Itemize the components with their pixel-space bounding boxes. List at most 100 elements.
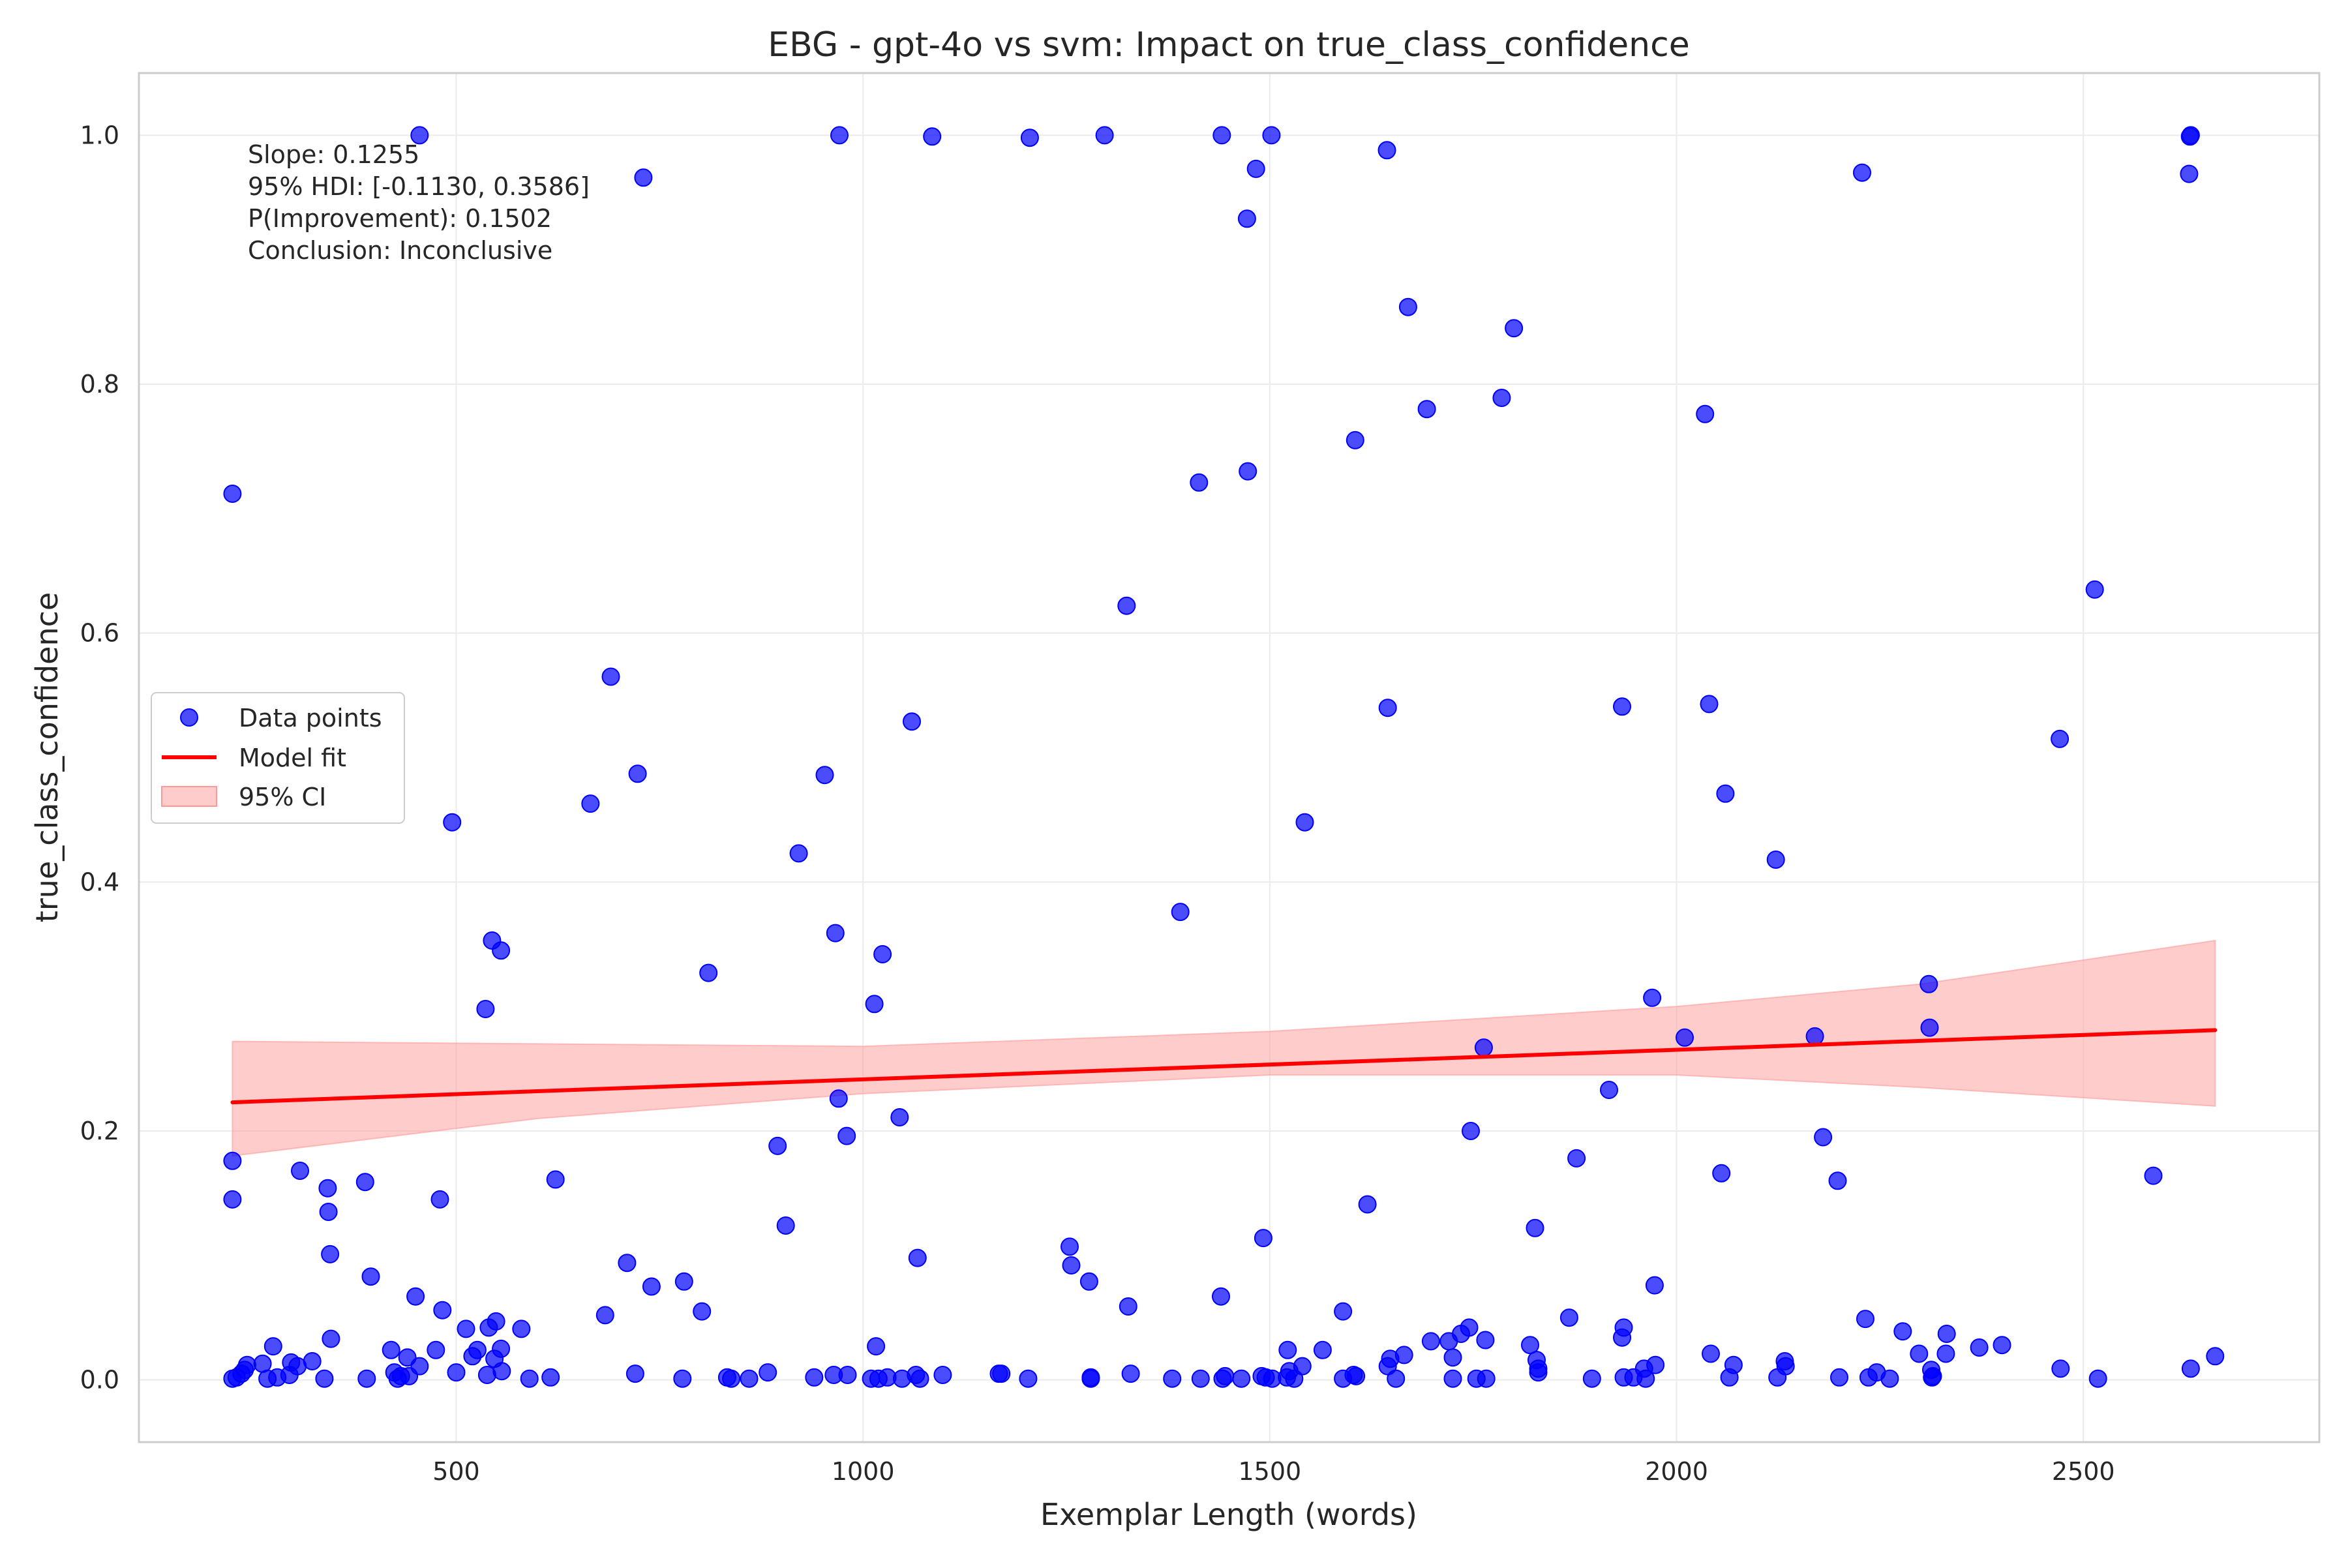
data-point — [492, 941, 511, 960]
data-point — [1295, 813, 1314, 832]
data-point — [1095, 126, 1114, 145]
data-point — [223, 1190, 242, 1209]
data-point — [865, 995, 884, 1014]
data-point — [1567, 1149, 1586, 1168]
data-point — [1600, 1081, 1618, 1099]
data-point — [1398, 297, 1417, 316]
data-point — [355, 1173, 374, 1192]
data-point — [1417, 400, 1436, 419]
data-point — [1830, 1368, 1848, 1387]
data-point — [303, 1352, 322, 1370]
data-point — [642, 1277, 661, 1296]
data-point — [1237, 209, 1256, 228]
data-point — [1646, 1355, 1665, 1374]
chart-title: EBG - gpt-4o vs svm: Impact on true_clas… — [768, 25, 1689, 65]
data-point — [1766, 851, 1785, 869]
data-point — [520, 1369, 539, 1388]
data-point — [2180, 164, 2199, 183]
data-point — [923, 127, 942, 146]
data-point — [826, 924, 845, 942]
data-point — [398, 1348, 417, 1367]
data-point — [1828, 1171, 1847, 1190]
data-point — [1254, 1229, 1272, 1248]
data-point — [1212, 126, 1231, 145]
data-point — [2206, 1347, 2225, 1366]
data-point — [618, 1254, 637, 1273]
data-point — [1614, 1318, 1633, 1337]
data-point — [805, 1368, 824, 1387]
annotation-hdi: 95% HDI: [-0.1130, 0.3586] — [248, 172, 590, 201]
data-point — [492, 1339, 511, 1358]
data-point — [1559, 1308, 1578, 1327]
annotation-probability: P(Improvement): 0.1502 — [248, 204, 552, 233]
data-point — [487, 1312, 505, 1331]
data-point — [1805, 1027, 1824, 1046]
data-point — [1492, 389, 1511, 407]
data-point — [1880, 1369, 1899, 1388]
ci-band — [232, 939, 2216, 1157]
data-point — [595, 1306, 614, 1325]
data-point — [1191, 1369, 1210, 1388]
data-point — [1477, 1369, 1496, 1388]
data-point — [223, 485, 242, 503]
data-point — [2181, 1359, 2200, 1378]
data-point — [1377, 141, 1396, 160]
data-point — [1190, 473, 1209, 492]
data-point — [2085, 580, 2104, 599]
y-axis-label: true_class_confidence — [29, 592, 65, 922]
data-point — [1081, 1369, 1100, 1388]
data-point — [628, 764, 647, 783]
x-tick-label: 2500 — [2052, 1457, 2115, 1486]
data-point — [430, 1190, 449, 1209]
x-tick-label: 2000 — [1645, 1457, 1708, 1486]
data-point — [830, 126, 849, 145]
data-point — [237, 1355, 256, 1374]
data-point — [361, 1267, 380, 1286]
annotation-conclusion: Conclusion: Inconclusive — [248, 236, 552, 265]
data-point — [406, 1287, 425, 1306]
data-point — [541, 1368, 560, 1387]
data-point — [1378, 699, 1397, 717]
data-point — [1937, 1325, 1956, 1343]
data-point — [911, 1369, 929, 1388]
y-tick-label: 0.6 — [80, 619, 119, 648]
data-point — [321, 1244, 340, 1263]
data-point — [2144, 1166, 2163, 1185]
legend-points-label: Data points — [239, 704, 382, 732]
data-point — [291, 1162, 309, 1180]
data-point — [768, 1136, 787, 1155]
data-point — [2181, 126, 2200, 145]
data-point — [2051, 1359, 2070, 1378]
data-point — [322, 1329, 340, 1348]
data-point — [357, 1369, 376, 1388]
data-point — [315, 1369, 334, 1388]
data-point — [933, 1366, 952, 1384]
data-point — [382, 1340, 400, 1359]
x-axis-label: Exemplar Length (words) — [1040, 1497, 1417, 1532]
data-point — [1212, 1287, 1230, 1306]
x-tick-label: 500 — [432, 1457, 480, 1486]
data-point — [1920, 1018, 1939, 1037]
data-points — [223, 126, 2225, 1388]
data-point — [1613, 697, 1631, 716]
data-point — [1394, 1346, 1413, 1364]
data-point — [1526, 1218, 1544, 1237]
data-point — [1936, 1344, 1955, 1363]
data-point — [1716, 784, 1735, 803]
x-tick-label: 1500 — [1239, 1457, 1302, 1486]
data-point — [1019, 1369, 1038, 1388]
data-point — [601, 667, 620, 686]
data-point — [1993, 1336, 2011, 1355]
data-point — [992, 1364, 1011, 1383]
annotation-slope: Slope: 0.1255 — [248, 140, 419, 169]
data-point — [1121, 1364, 1140, 1383]
data-point — [476, 1000, 495, 1018]
data-point — [776, 1216, 795, 1235]
data-point — [468, 1340, 487, 1359]
data-point — [1278, 1340, 1297, 1359]
data-point — [1346, 430, 1364, 449]
data-point — [1462, 1122, 1480, 1140]
data-point — [829, 1089, 848, 1108]
